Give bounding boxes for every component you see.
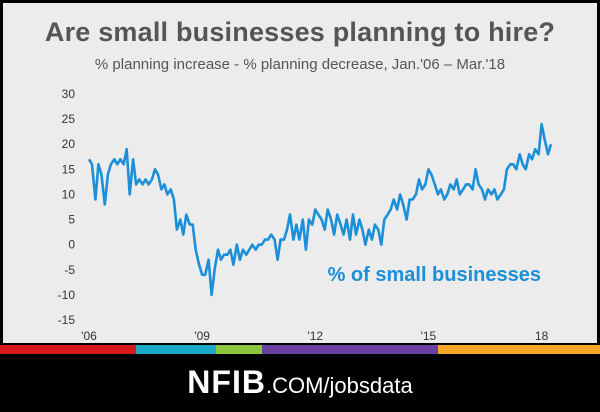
x-tick-label: '09 (194, 329, 210, 343)
chart-title: Are small businesses planning to hire? (44, 17, 556, 47)
x-tick-label: 18 (535, 329, 549, 343)
color-stripe-segment (136, 345, 216, 354)
color-stripe-segment (262, 345, 438, 354)
x-axis: '06 '09 '12 '15 18 (81, 329, 548, 343)
y-tick-label: 5 (68, 213, 75, 227)
line-chart: -15 -10 -5 0 5 10 15 20 25 30 '06 '09 '12 '15 18 % of… (58, 87, 553, 343)
y-tick-label: 30 (62, 87, 76, 101)
x-tick-label: '12 (307, 329, 323, 343)
color-stripe-segment (0, 345, 136, 354)
y-tick-label: -10 (58, 288, 76, 302)
footer-site-link[interactable]: .COM/jobsdata (265, 373, 413, 398)
y-tick-label: -15 (58, 313, 76, 327)
nfib-logo: NFIB (187, 364, 266, 400)
color-stripe-bar (0, 345, 600, 354)
series-line (87, 122, 553, 297)
x-tick-label: '15 (421, 329, 437, 343)
y-tick-label: 20 (62, 137, 76, 151)
chart-panel: Are small businesses planning to hire? %… (3, 3, 597, 343)
series-group (87, 122, 553, 297)
color-stripe-segment (216, 345, 262, 354)
y-tick-label: 0 (68, 238, 75, 252)
series-annotation: % of small businesses (328, 264, 541, 286)
y-axis: -15 -10 -5 0 5 10 15 20 25 30 (58, 87, 76, 327)
y-tick-label: 15 (62, 162, 76, 176)
color-stripe-segment (438, 345, 600, 354)
y-tick-label: -5 (64, 263, 75, 277)
footer: NFIB.COM/jobsdata (0, 364, 600, 401)
x-tick-label: '06 (81, 329, 97, 343)
y-tick-label: 10 (62, 187, 76, 201)
chart-subtitle: % planning increase - % planning decreas… (94, 56, 506, 73)
y-tick-label: 25 (62, 112, 76, 126)
